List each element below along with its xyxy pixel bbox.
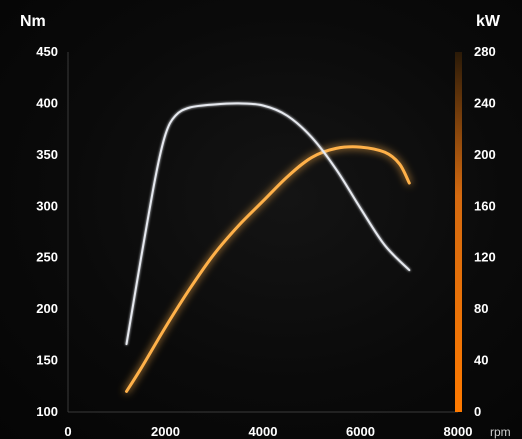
right-tick-label: 120 — [474, 250, 496, 265]
right-tick-label: 160 — [474, 198, 496, 213]
right-tick-label: 240 — [474, 95, 496, 110]
x-axis-unit: rpm — [490, 425, 511, 439]
x-tick-label: 4000 — [249, 424, 278, 439]
left-tick-label: 350 — [36, 147, 58, 162]
right-tick-label: 200 — [474, 147, 496, 162]
right-tick-label: 80 — [474, 301, 488, 316]
left-tick-label: 150 — [36, 353, 58, 368]
right-tick-labels: 0 40 80 120 160 200 240 280 — [474, 44, 496, 419]
x-tick-labels: 0 2000 4000 6000 8000 — [64, 424, 472, 439]
x-tick-label: 2000 — [151, 424, 180, 439]
left-tick-label: 200 — [36, 301, 58, 316]
left-tick-label: 100 — [36, 404, 58, 419]
left-tick-label: 250 — [36, 250, 58, 265]
right-tick-label: 280 — [474, 44, 496, 59]
kw-axis-bar — [455, 52, 462, 412]
torque-curve-line — [125, 102, 411, 346]
left-tick-label: 300 — [36, 198, 58, 213]
x-tick-label: 6000 — [346, 424, 375, 439]
right-axis-unit: kW — [476, 13, 501, 30]
right-tick-label: 40 — [474, 353, 488, 368]
left-tick-label: 400 — [36, 95, 58, 110]
left-axis-unit: Nm — [20, 13, 46, 30]
power-curve-line — [125, 145, 411, 393]
left-tick-labels: 100 150 200 250 300 350 400 450 — [36, 44, 58, 419]
x-tick-label: 0 — [64, 424, 71, 439]
left-tick-label: 450 — [36, 44, 58, 59]
x-tick-label: 8000 — [444, 424, 473, 439]
right-tick-label: 0 — [474, 404, 481, 419]
